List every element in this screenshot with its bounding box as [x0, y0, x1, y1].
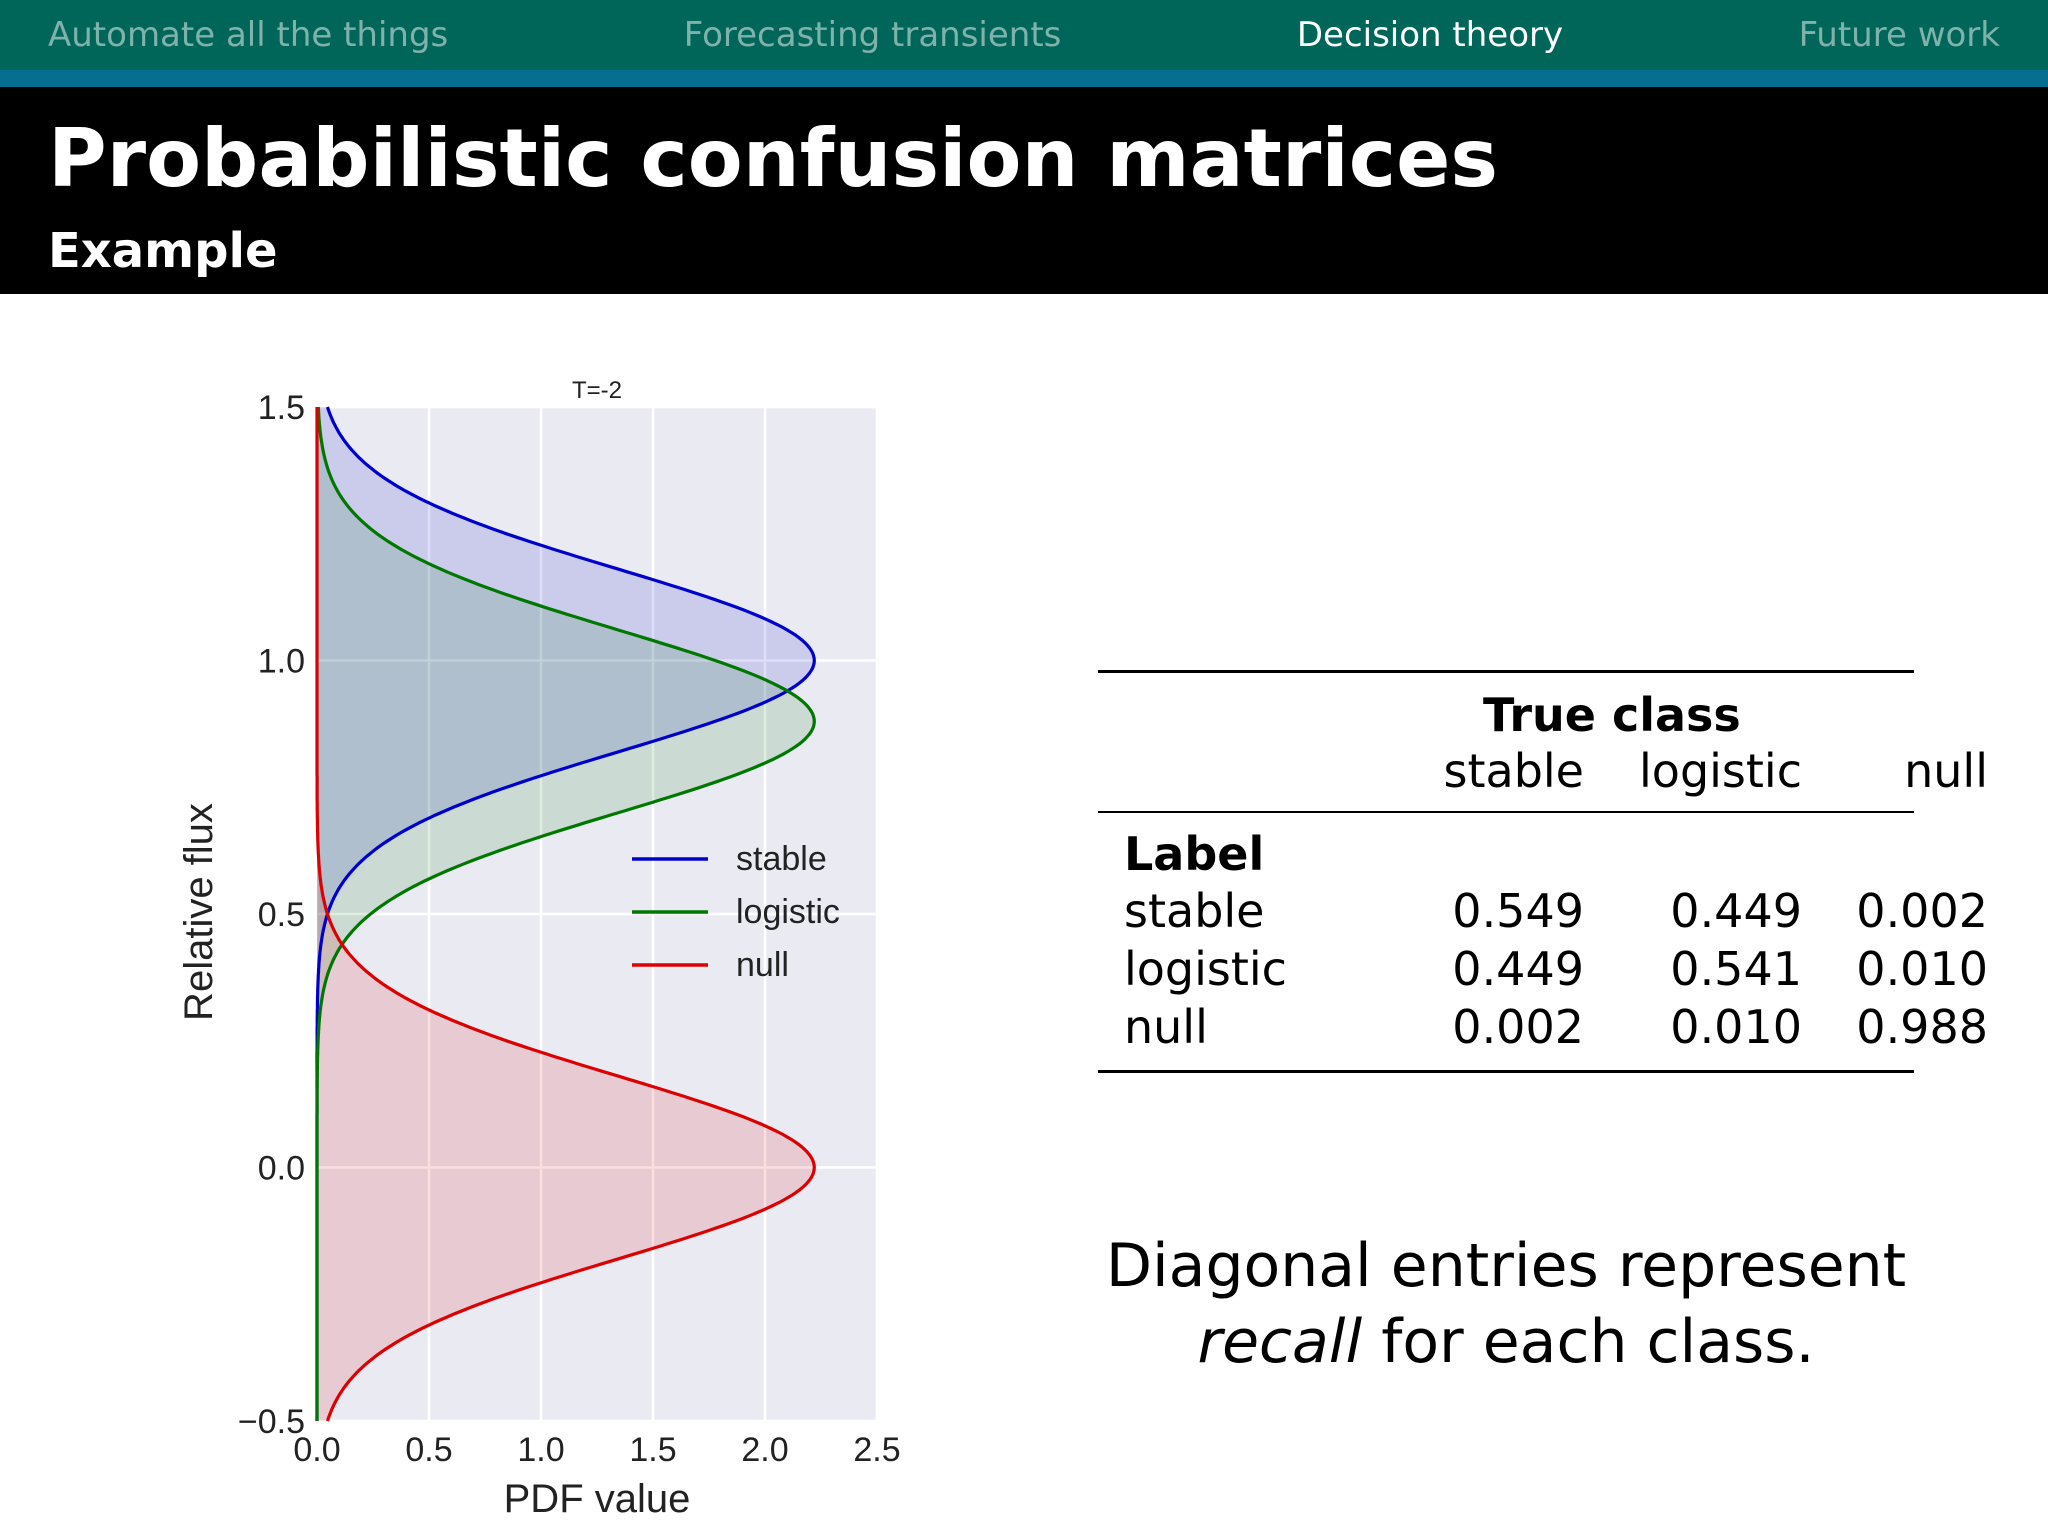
series-fills — [317, 407, 815, 1421]
slide-subtitle: Example — [48, 223, 278, 279]
series-line-logistic — [315, 406, 816, 1421]
row-label-null: null — [1124, 1000, 1208, 1054]
y-tick-label: 1.0 — [258, 643, 305, 681]
y-tick-label: 1.5 — [258, 389, 305, 427]
x-tick-label: 0.5 — [405, 1431, 452, 1469]
top-nav: Automate all the things Forecasting tran… — [0, 0, 2048, 70]
table-cell: 0.449 — [1452, 942, 1584, 996]
nav-item-automate[interactable]: Automate all the things — [48, 15, 449, 55]
legend-label-stable: stable — [736, 840, 827, 878]
x-tick-label: 0.0 — [293, 1431, 340, 1469]
row-label-logistic: logistic — [1124, 942, 1287, 996]
column-header-logistic: logistic — [1639, 744, 1802, 798]
y-tick-label: 0.0 — [258, 1150, 305, 1188]
series-fill-logistic — [317, 407, 815, 1421]
nav-strip — [0, 70, 2048, 87]
caption-emphasis: recall — [1197, 1307, 1363, 1377]
x-tick-label: 2.5 — [853, 1431, 900, 1469]
y-tick-label: −0.5 — [238, 1403, 305, 1441]
x-axis-label: PDF value — [504, 1477, 691, 1521]
table-cell: 0.002 — [1856, 884, 1988, 938]
x-tick-label: 1.5 — [629, 1431, 676, 1469]
table-bottom-rule — [1098, 1070, 1914, 1073]
y-axis-label: Relative flux — [177, 803, 221, 1021]
table-cell: 0.541 — [1670, 942, 1802, 996]
x-tick-label: 1.0 — [517, 1431, 564, 1469]
slide-header: Probabilistic confusion matrices Example — [0, 87, 2048, 294]
table-cell: 0.549 — [1452, 884, 1584, 938]
row-label-stable: stable — [1124, 884, 1265, 938]
caption: Diagonal entries represent recall for ea… — [1060, 1228, 1952, 1380]
column-header-stable: stable — [1443, 744, 1584, 798]
series-fill-stable — [317, 407, 815, 1421]
nav-item-forecasting[interactable]: Forecasting transients — [683, 15, 1062, 55]
x-tick-label: 2.0 — [741, 1431, 788, 1469]
table-top-rule — [1098, 670, 1914, 673]
confusion-matrix-table: True class stable logistic null Label st… — [1098, 670, 1988, 1075]
table-group-header: True class — [1483, 688, 1741, 742]
table-cell: 0.002 — [1452, 1000, 1584, 1054]
legend: stable logistic null — [632, 840, 840, 984]
series-line-null — [315, 407, 816, 1422]
legend-label-logistic: logistic — [736, 893, 840, 931]
table-cell: 0.010 — [1856, 942, 1988, 996]
nav-item-decision-theory[interactable]: Decision theory — [1296, 15, 1564, 55]
table-cell: 0.010 — [1670, 1000, 1802, 1054]
chart-title: T=-2 — [572, 377, 622, 404]
table-cell: 0.988 — [1856, 1000, 1988, 1054]
column-header-null: null — [1904, 744, 1988, 798]
table-mid-rule — [1098, 811, 1914, 813]
row-group-label: Label — [1124, 827, 1265, 881]
nav-item-future-work[interactable]: Future work — [1798, 15, 2000, 55]
tick-labels: 0.0 0.5 1.0 1.5 2.0 2.5−0.50.00.51.01.5 — [238, 389, 901, 1469]
series-curves — [315, 406, 816, 1422]
caption-line-1: Diagonal entries represent — [1105, 1231, 1907, 1301]
caption-line-2-rest: for each class. — [1362, 1307, 1815, 1377]
series-fill-null — [317, 407, 815, 1421]
table-cell: 0.449 — [1670, 884, 1802, 938]
slide-title: Probabilistic confusion matrices — [48, 112, 1499, 205]
y-tick-label: 0.5 — [258, 896, 305, 934]
legend-label-null: null — [736, 946, 789, 984]
caption-line-2: recall for each class. — [1060, 1304, 1952, 1380]
